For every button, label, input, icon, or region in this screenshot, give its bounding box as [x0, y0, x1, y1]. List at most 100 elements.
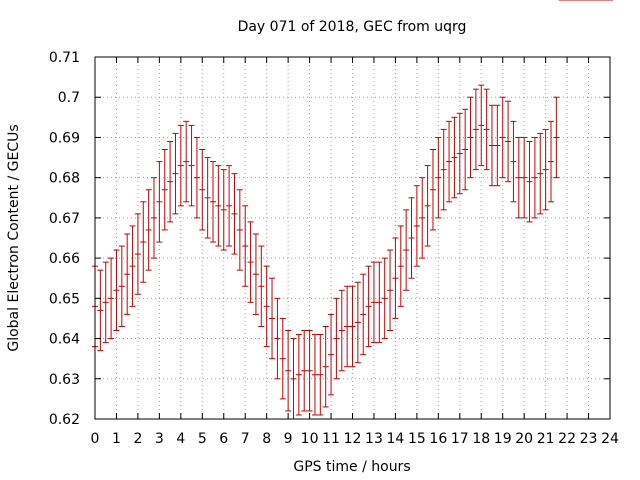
- x-tick-label: 13: [365, 431, 383, 447]
- data-point: [140, 201, 147, 283]
- y-tick-label: 0.63: [49, 372, 80, 388]
- x-tick-label: 21: [537, 431, 555, 447]
- data-point: [161, 149, 168, 231]
- y-tick-label: 0.68: [49, 171, 80, 187]
- data-point: [478, 84, 485, 167]
- y-tick-label: 0.62: [49, 412, 80, 428]
- x-tick-label: 15: [408, 431, 426, 447]
- data-point: [301, 330, 308, 412]
- data-point: [354, 281, 361, 364]
- data-point: [317, 334, 324, 416]
- data-point: [499, 96, 506, 179]
- data-point: [547, 120, 554, 203]
- x-tick-label: 4: [176, 431, 185, 447]
- data-point: [177, 124, 184, 207]
- data-point: [156, 161, 163, 243]
- data-point: [285, 330, 292, 412]
- x-tick-label: 1: [112, 431, 121, 447]
- error-bars: [92, 0, 613, 420]
- data-point: [322, 325, 329, 408]
- y-axis-ticks: 0.62 0.63 0.64 0.65 0.66 0.67 0.68 0.69 0.7 0.71: [49, 50, 610, 428]
- data-point: [349, 285, 356, 368]
- data-point: [424, 165, 431, 247]
- data-point: [376, 261, 383, 344]
- x-tick-label: 14: [387, 431, 405, 447]
- x-tick-label: 2: [133, 431, 142, 447]
- data-point: [247, 221, 254, 303]
- y-tick-label: 0.64: [49, 332, 80, 348]
- y-tick-label: 0.7: [58, 90, 80, 106]
- data-point: [515, 136, 522, 219]
- data-point: [462, 108, 469, 191]
- y-tick-label: 0.69: [49, 130, 80, 146]
- data-point: [193, 136, 200, 219]
- data-point: [467, 96, 474, 179]
- x-tick-label: 17: [451, 431, 469, 447]
- data-point: [97, 269, 104, 352]
- data-point: [258, 245, 265, 327]
- x-tick-label: 19: [494, 431, 512, 447]
- y-tick-label: 0.66: [49, 251, 80, 267]
- data-point: [494, 104, 501, 187]
- data-point: [145, 189, 152, 271]
- x-tick-label: 11: [322, 431, 340, 447]
- data-point: [274, 297, 281, 380]
- x-tick-label: 16: [429, 431, 447, 447]
- y-tick-label: 0.65: [49, 291, 80, 307]
- x-tick-label: 18: [472, 431, 490, 447]
- x-axis-label: GPS time / hours: [293, 459, 410, 475]
- data-point: [537, 132, 544, 215]
- data-point: [183, 120, 190, 203]
- x-tick-label: 6: [219, 431, 228, 447]
- data-point: [113, 249, 120, 332]
- data-point: [440, 128, 447, 211]
- data-point: [220, 169, 227, 251]
- data-point: [151, 177, 158, 259]
- data-point: [172, 132, 179, 215]
- data-point: [231, 173, 238, 255]
- data-point: [381, 257, 388, 340]
- data-point: [328, 313, 335, 396]
- data-point: [505, 100, 512, 183]
- data-point: [269, 277, 276, 360]
- data-point: [429, 149, 436, 231]
- data-point: [210, 161, 217, 243]
- data-point: [483, 88, 490, 171]
- data-point: [446, 120, 453, 203]
- x-tick-label: 5: [198, 431, 207, 447]
- data-point: [134, 213, 141, 295]
- y-tick-label: 0.71: [49, 50, 80, 66]
- chart-title: Day 071 of 2018, GEC from uqrg: [238, 19, 467, 35]
- data-point: [124, 233, 131, 315]
- data-point: [344, 285, 351, 368]
- data-point: [242, 205, 249, 287]
- data-point: [188, 124, 195, 207]
- x-tick-label: 23: [580, 431, 598, 447]
- data-point: [226, 165, 233, 247]
- x-axis-ticks: 0 1 2 3 4 5 6 7 8 9 10 11 12 13 14 15 16 17 18 19 20 21 22 23 24: [91, 57, 619, 447]
- data-point: [392, 237, 399, 319]
- x-tick-label: 12: [344, 431, 362, 447]
- x-tick-label: 9: [284, 431, 293, 447]
- data-point: [333, 297, 340, 380]
- data-point: [510, 120, 517, 203]
- data-point: [102, 261, 109, 344]
- y-tick-label: 0.67: [49, 211, 80, 227]
- data-point: [295, 334, 302, 416]
- data-point: [365, 265, 372, 348]
- data-point: [387, 249, 394, 332]
- data-point: [413, 185, 420, 267]
- x-tick-label: 10: [301, 431, 319, 447]
- data-point: [199, 149, 206, 231]
- data-point: [290, 338, 297, 420]
- data-point: [118, 245, 125, 327]
- data-point: [419, 177, 426, 259]
- data-point: [311, 334, 318, 416]
- data-point: [488, 104, 495, 187]
- x-tick-label: 22: [558, 431, 576, 447]
- data-point: [451, 116, 458, 199]
- data-point: [521, 136, 528, 219]
- data-point: [338, 289, 345, 372]
- data-point: [370, 261, 377, 344]
